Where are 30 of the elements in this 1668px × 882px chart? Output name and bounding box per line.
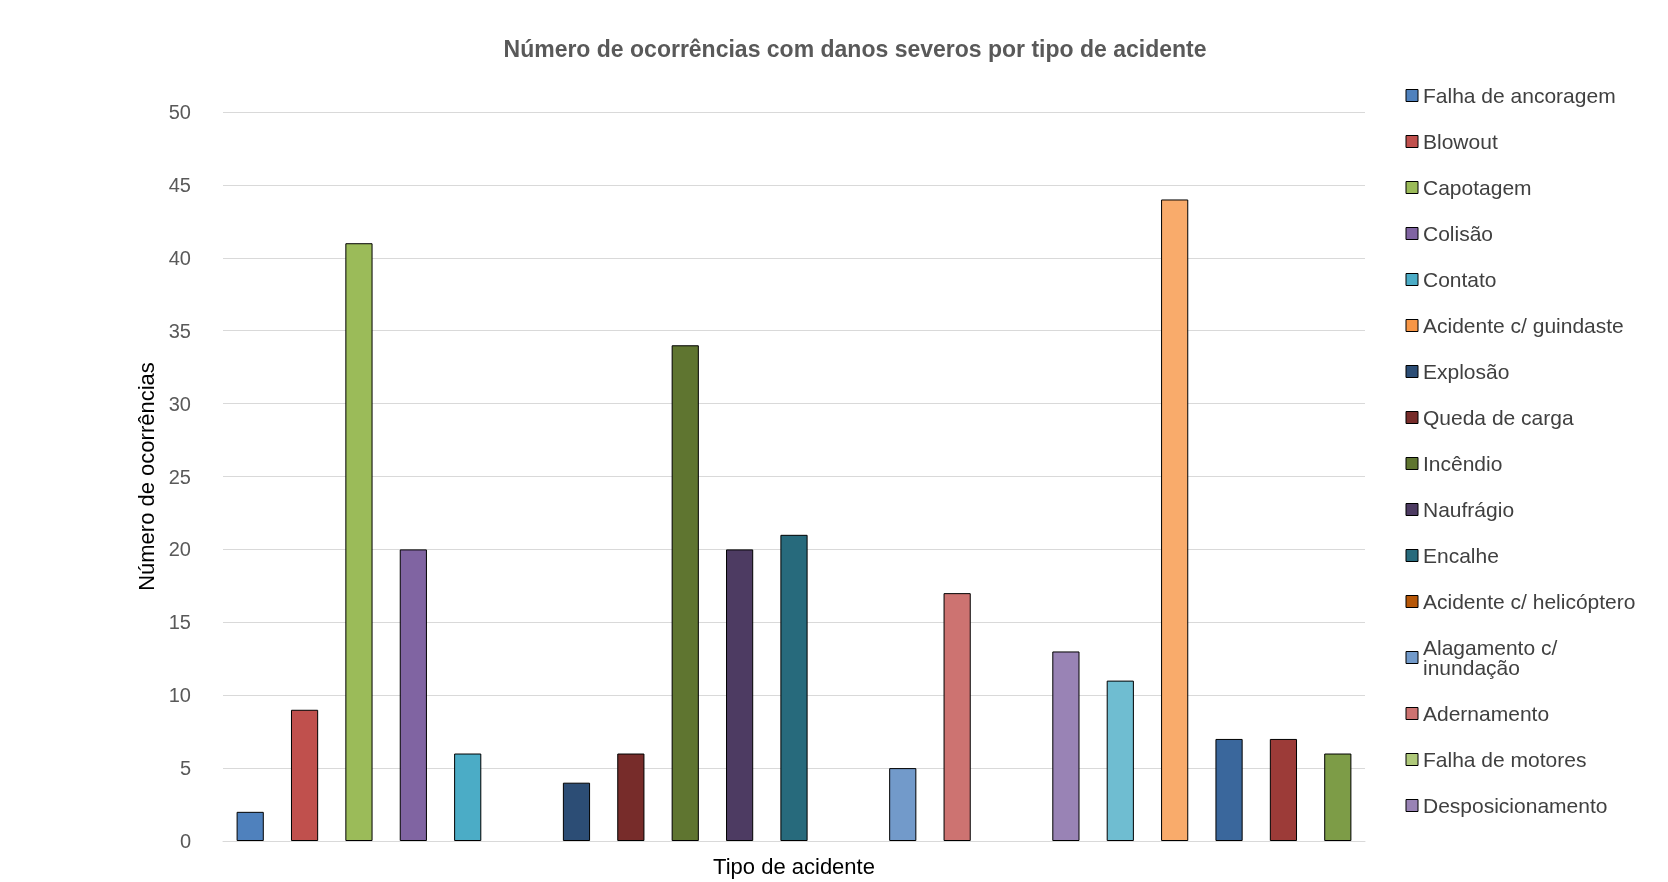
legend-label: Alagamento c/ inundação xyxy=(1423,636,1564,679)
legend-label: Naufrágio xyxy=(1423,498,1515,521)
legend-label: Acidente c/ guindaste xyxy=(1423,314,1624,337)
legend-label: Adernamento xyxy=(1423,702,1550,725)
y-axis-title: Número de ocorrências xyxy=(134,362,160,591)
x-axis-title: Tipo de acidente xyxy=(713,853,875,879)
legend-label: Falha de motores xyxy=(1423,748,1587,771)
y-tick-label: 45 xyxy=(168,173,191,196)
y-tick-label: 15 xyxy=(168,611,191,634)
legend-label: Contato xyxy=(1423,268,1497,291)
legend-label: Explosão xyxy=(1423,360,1510,383)
y-tick-label: 20 xyxy=(168,538,191,561)
y-tick-label: 40 xyxy=(168,246,191,269)
y-tick-label: 25 xyxy=(168,465,191,488)
legend-label: Blowout xyxy=(1423,130,1498,153)
legend-label: Acidente c/ helicóptero xyxy=(1423,590,1636,613)
legend-label: Falha de ancoragem xyxy=(1423,84,1616,107)
y-tick-label: 0 xyxy=(179,830,191,852)
legend-label: Desposicionamento xyxy=(1423,794,1608,817)
y-tick-label: 30 xyxy=(168,392,191,415)
y-tick-label: 5 xyxy=(179,757,191,780)
legend-label: Encalhe xyxy=(1423,544,1499,567)
legend-label: Colisão xyxy=(1423,222,1494,245)
y-tick-label: 10 xyxy=(168,684,191,707)
chart-title: Número de ocorrências com danos severos por tipo de acidente xyxy=(503,35,1207,62)
y-tick-label: 35 xyxy=(168,319,191,342)
legend-label: Capotagem xyxy=(1423,176,1532,199)
legend-label: Incêndio xyxy=(1423,452,1503,475)
y-tick-label: 50 xyxy=(168,101,191,123)
legend-label: Queda de carga xyxy=(1423,406,1574,429)
